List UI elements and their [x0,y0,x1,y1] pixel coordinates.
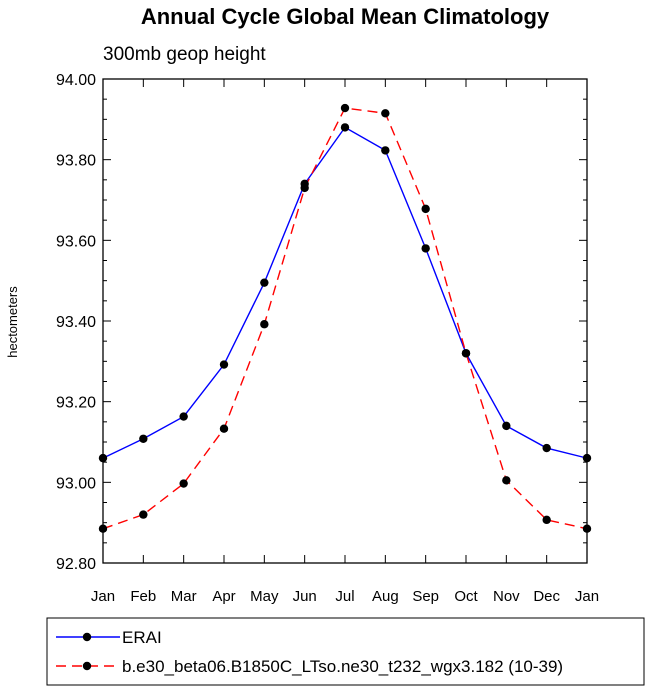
x-tick-label: Dec [533,588,560,605]
y-tick-label: 92.80 [56,556,96,573]
x-tick-label: May [250,588,279,605]
x-tick-label: Oct [454,588,478,605]
y-tick-label: 93.00 [56,475,96,492]
series-line-1 [102,107,588,530]
data-point [582,453,592,463]
x-tick-label: Mar [171,588,197,605]
series-markers [98,103,592,533]
data-point [381,109,390,118]
data-point [98,524,108,533]
data-point [179,479,188,488]
data-point [542,515,551,525]
data-point [461,349,471,358]
chart-title: Annual Cycle Global Mean Climatology [141,4,550,29]
legend-entry-erai: ERAI [56,628,162,647]
y-tick-label: 93.80 [56,153,96,170]
data-point [502,476,511,485]
data-point [542,443,551,453]
data-point [179,412,188,421]
data-point [300,183,309,193]
data-point [260,278,269,287]
y-tick-label: 93.20 [56,395,96,412]
data-point [219,424,229,433]
legend-box [46,617,645,686]
legend-entry-model: b.e30_beta06.B1850C_LTso.ne30_t232_wgx3.… [56,657,563,676]
data-point [381,146,390,155]
series-line-0 [102,126,588,459]
series-lines [102,107,588,530]
x-tick-labels: Jan Feb Mar Apr May Jun Jul Aug Sep Oct Nov Dec Jan [91,588,599,605]
data-point [340,123,350,132]
legend-marker-model [82,661,92,671]
data-point [98,453,108,463]
legend-label-erai: ERAI [122,628,162,647]
x-tick-label: Jul [335,588,354,605]
x-tick-label: Jan [91,588,115,605]
x-tick-label: Sep [412,588,439,605]
y-tick-label: 93.40 [56,314,96,331]
data-point [421,244,430,253]
data-point [139,510,148,519]
legend-label-model: b.e30_beta06.B1850C_LTso.ne30_t232_wgx3.… [122,657,563,676]
y-tick-label: 94.00 [56,72,96,89]
x-tick-label: Aug [372,588,399,605]
y-axis-label: hectometers [5,286,20,358]
data-point [260,320,269,329]
x-tick-label: Nov [493,588,520,605]
data-point [421,204,430,214]
legend-marker-erai [82,632,92,642]
y-tick-label: 93.60 [56,233,96,250]
data-point [219,360,229,369]
data-point [502,421,511,431]
data-point [582,524,592,533]
x-tick-label: Feb [130,588,156,605]
data-point [139,434,148,443]
y-tick-labels: 94.00 93.80 93.60 93.40 93.20 93.00 92.80 [56,72,96,573]
x-tick-label: Apr [212,588,235,605]
x-tick-label: Jun [293,588,317,605]
chart-subtitle: 300mb geop height [103,44,266,65]
x-tick-label: Jan [575,588,599,605]
data-point [340,103,350,113]
